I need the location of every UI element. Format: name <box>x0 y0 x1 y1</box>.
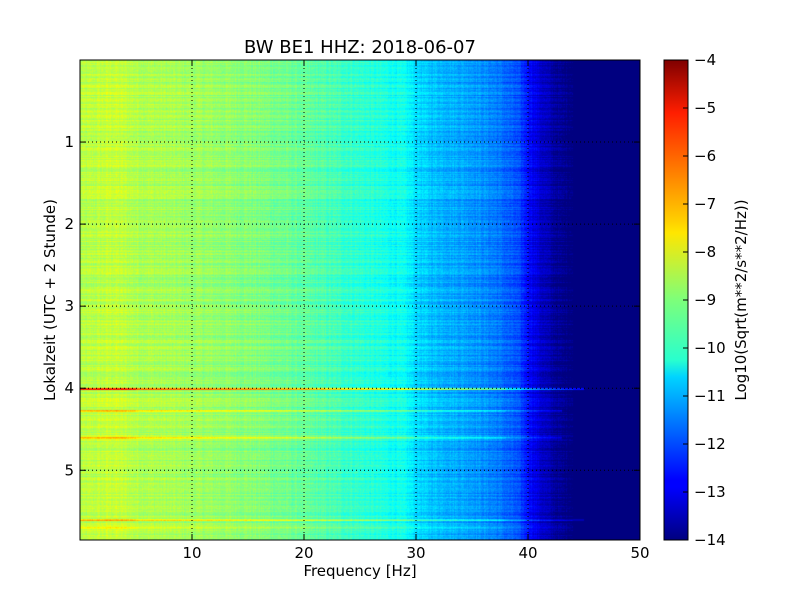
grid-lines <box>80 60 640 540</box>
x-axis-ticks: 10 20 30 40 50 <box>182 60 650 562</box>
colorbar-tick-label: −11 <box>694 387 726 405</box>
colorbar-tick-label: −8 <box>694 243 716 261</box>
plot-frame <box>79 59 641 541</box>
y-tick-label: 4 <box>64 379 74 397</box>
x-tick-label: 50 <box>630 544 649 562</box>
colorbar-tick-label: −12 <box>694 435 726 453</box>
y-tick-label: 5 <box>64 461 74 479</box>
y-tick-label: 2 <box>64 215 74 233</box>
colorbar-tick-label: −5 <box>694 99 716 117</box>
colorbar-ticks: −4 −5 −6 −7 −8 −9 −10 −11 −12 −13 −14 <box>683 51 726 549</box>
x-tick-label: 40 <box>518 544 537 562</box>
colorbar-tick-label: −9 <box>694 291 716 309</box>
colorbar-tick-label: −4 <box>694 51 716 69</box>
chart-title: BW BE1 HHZ: 2018-06-07 <box>244 37 476 58</box>
plot-area: 10 20 30 40 50 1 2 3 4 5 <box>64 59 650 562</box>
heatmap-image <box>80 60 640 540</box>
x-tick-label: 30 <box>406 544 425 562</box>
x-tick-label: 10 <box>182 544 201 562</box>
x-axis-label: Frequency [Hz] <box>303 562 416 580</box>
colorbar: −4 −5 −6 −7 −8 −9 −10 −11 −12 −13 −14 Log10(Sqrt(m… <box>663 51 750 549</box>
colorbar-label: Log10(Sqrt(m**2/s**2/Hz)) <box>732 199 750 400</box>
colorbar-tick-label: −14 <box>694 531 726 549</box>
y-tick-label: 1 <box>64 133 74 151</box>
x-tick-label: 20 <box>294 544 313 562</box>
y-tick-label: 3 <box>64 297 74 315</box>
y-axis-ticks: 1 2 3 4 5 <box>64 133 640 479</box>
colorbar-tick-label: −13 <box>694 483 726 501</box>
colorbar-tick-label: −6 <box>694 147 716 165</box>
spectrogram-heatmap <box>80 60 640 540</box>
y-axis-label: Lokalzeit (UTC + 2 Stunde) <box>41 199 59 401</box>
colorbar-tick-label: −10 <box>694 339 726 357</box>
colorbar-tick-label: −7 <box>694 195 716 213</box>
